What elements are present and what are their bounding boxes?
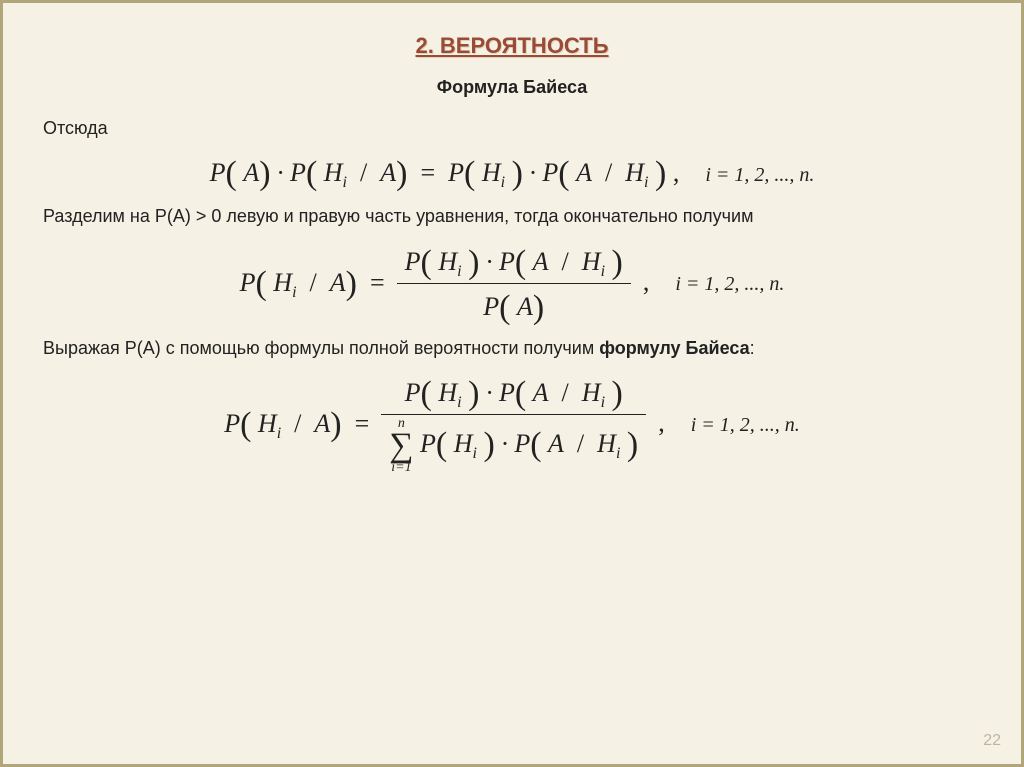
formula-3-bayes: P( Hi / A) = P( Hi ) · P( A / Hi ) n ∑ i… xyxy=(43,372,981,475)
bayes-term: формулу Байеса xyxy=(599,338,749,358)
fraction: P( Hi ) · P( A / Hi ) P( A) xyxy=(397,241,631,324)
page-number: 22 xyxy=(983,732,1001,750)
formula-2: P( Hi / A) = P( Hi ) · P( A / Hi ) P( A)… xyxy=(43,241,981,324)
slide-title: 2. ВЕРОЯТНОСТЬ xyxy=(43,33,981,59)
math-dot: · xyxy=(277,158,284,187)
summation: n ∑ i=1 xyxy=(389,417,413,475)
math-P: P xyxy=(210,158,226,187)
paragraph-2: Разделим на Р(А) > 0 левую и правую част… xyxy=(43,204,981,228)
paragraph-1: Отсюда xyxy=(43,116,981,140)
slide-content: 2. ВЕРОЯТНОСТЬ Формула Байеса Отсюда P( … xyxy=(3,3,1021,475)
math-H: H xyxy=(324,158,343,187)
index-range: i = 1, 2, ..., n. xyxy=(705,164,814,186)
formula-1: P( A) · P( Hi / A) = P( Hi ) · P( A / Hi… xyxy=(43,152,981,192)
sigma-icon: ∑ xyxy=(389,429,413,463)
math-A: A xyxy=(243,158,259,187)
fraction-bayes: P( Hi ) · P( A / Hi ) n ∑ i=1 P( Hi ) · … xyxy=(381,372,646,475)
paragraph-3: Выражая Р(А) с помощью формулы полной ве… xyxy=(43,336,981,360)
slide-subtitle: Формула Байеса xyxy=(43,77,981,98)
math-eq: = xyxy=(420,158,435,187)
